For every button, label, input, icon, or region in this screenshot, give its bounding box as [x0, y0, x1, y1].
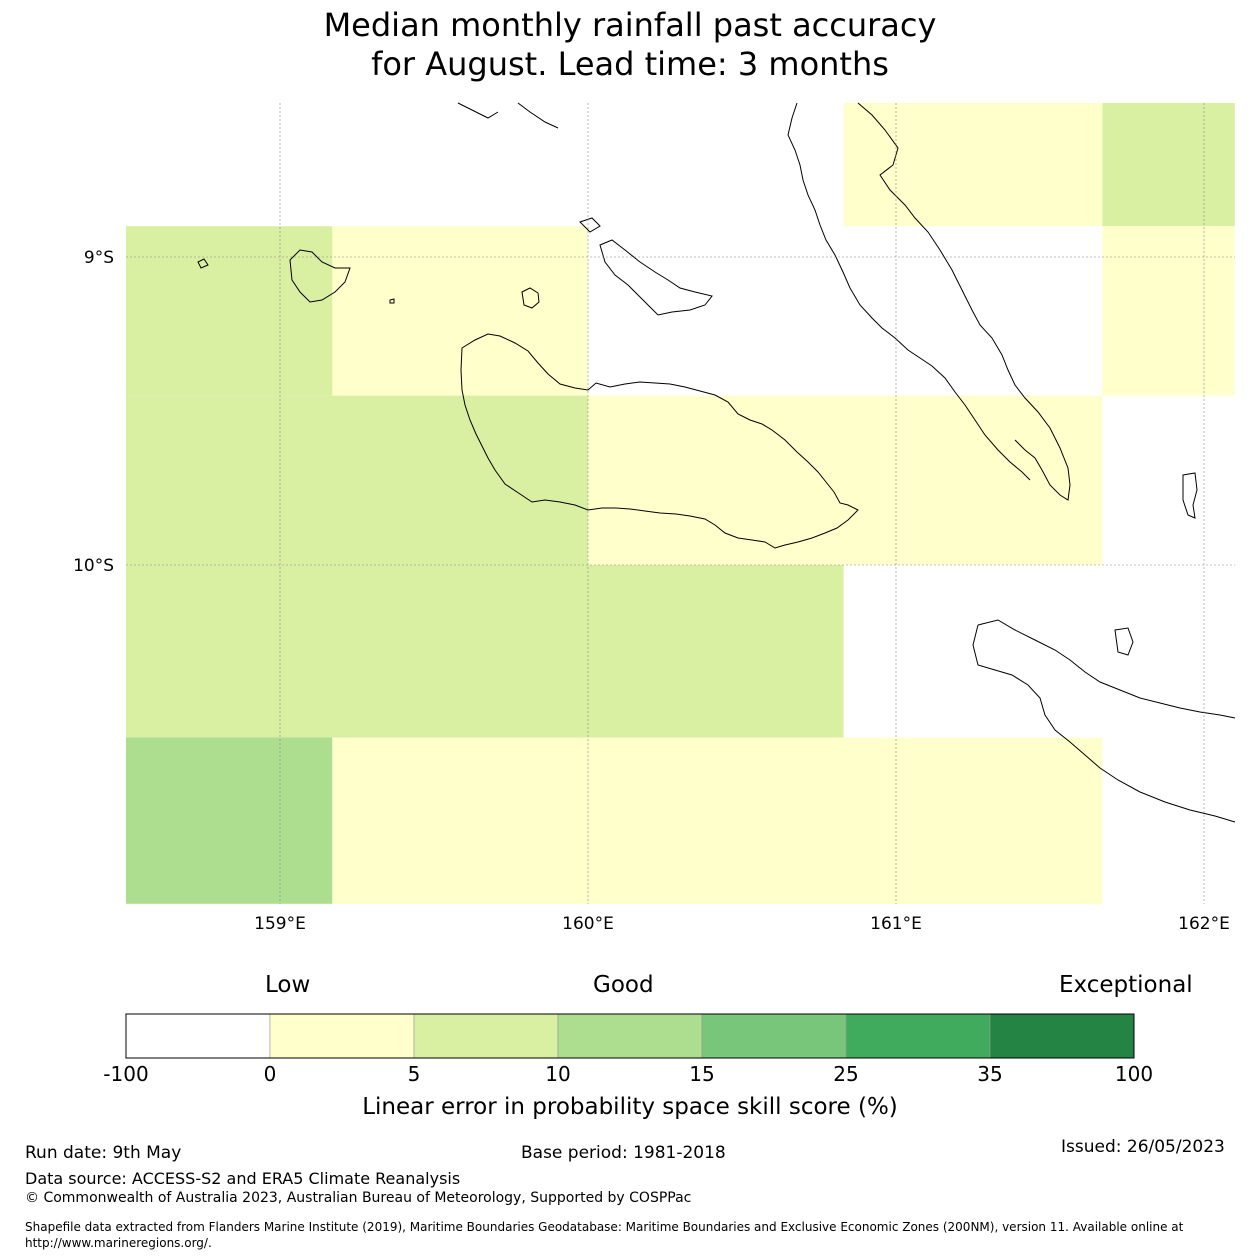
run-date: Run date: 9th May: [25, 1143, 182, 1163]
skill-cell-6: [588, 395, 1103, 565]
lon-tick-label: 160°E: [562, 914, 614, 934]
lon-tick-label: 161°E: [870, 914, 922, 934]
coastline-north-islets: [457, 102, 601, 233]
colorbar-tick-label: 0: [264, 1062, 277, 1086]
axis-tick-labels: 159°E 160°E 161°E 162°E 9°S 10°S: [73, 248, 1230, 934]
colorbar-tick-label: -100: [103, 1062, 148, 1086]
colorbar-frame: [125, 1013, 1135, 1059]
colorbar-swatch-1: [269, 1013, 415, 1059]
shapefile-credit-line1: Shapefile data extracted from Flanders M…: [25, 1220, 1184, 1234]
lon-tick-label: 162°E: [1178, 914, 1230, 934]
gridlines: [126, 103, 1235, 904]
lon-tick-label: 159°E: [254, 914, 306, 934]
colorbar-tick-label: 10: [545, 1062, 570, 1086]
skill-cell-5: [126, 395, 588, 565]
coastline-savo: [521, 287, 540, 309]
coastline-malaita-east: [857, 102, 1071, 501]
colorbar-swatches: [125, 1013, 1135, 1059]
coastline-small-island-b: [1114, 627, 1134, 656]
skill-cell-3: [332, 226, 588, 396]
colorbar-swatch-3: [557, 1013, 703, 1059]
lat-tick-label: 10°S: [73, 556, 114, 576]
skill-cell-4: [1102, 226, 1235, 396]
label-good: Good: [593, 972, 654, 998]
coastline-small-island-a: [1182, 472, 1198, 519]
lat-tick-label: 9°S: [84, 248, 114, 268]
coastline-florida-islands: [599, 239, 713, 316]
label-exceptional: Exceptional: [1059, 972, 1193, 998]
chart-title: Median monthly rainfall past accuracy fo…: [0, 6, 1260, 84]
title-line-2: for August. Lead time: 3 months: [371, 45, 889, 83]
skill-cell-2: [126, 226, 333, 396]
colorbar-tick-label: 5: [408, 1062, 421, 1086]
skill-cell-8: [126, 737, 333, 904]
colorbar-swatch-6: [989, 1013, 1135, 1059]
skill-cell-7: [126, 565, 844, 738]
colorbar-ticks: -100 0 5 10 15 25 35 100: [103, 1062, 1153, 1086]
coastline-makira-south: [972, 624, 1236, 823]
label-low: Low: [265, 972, 311, 998]
coastline-makira: [977, 619, 1236, 719]
map-panel: 159°E 160°E 161°E 162°E 9°S 10°S: [73, 102, 1236, 934]
coastline-malaita-west: [787, 102, 1031, 481]
base-period: Base period: 1981-2018: [521, 1143, 726, 1163]
colorbar-axis-label: Linear error in probability space skill …: [362, 1094, 898, 1120]
title-line-1: Median monthly rainfall past accuracy: [323, 6, 937, 44]
skill-cell-0: [843, 103, 1103, 227]
skill-cell-9: [332, 737, 1103, 904]
shapefile-credit-line2: http://www.marineregions.org/.: [25, 1236, 212, 1250]
data-source: Data source: ACCESS-S2 and ERA5 Climate …: [25, 1169, 461, 1188]
coastline-russell-islands: [289, 249, 351, 303]
colorbar-tick-label: 100: [1115, 1062, 1153, 1086]
coastlines: [197, 102, 1236, 823]
copyright: © Commonwealth of Australia 2023, Austra…: [25, 1190, 692, 1206]
skill-cell-1: [1102, 103, 1235, 227]
skill-cells: [126, 103, 1235, 904]
colorbar-tick-label: 15: [689, 1062, 714, 1086]
coastline-islet-c: [197, 258, 395, 304]
colorbar: -100 0 5 10 15 25 35 100 Linear error in probab…: [103, 1013, 1153, 1120]
coastline-guadalcanal: [460, 333, 859, 549]
issued-date: Issued: 26/05/2023: [1061, 1137, 1225, 1157]
colorbar-tick-label: 35: [977, 1062, 1002, 1086]
colorbar-swatch-4: [701, 1013, 847, 1059]
colorbar-swatch-2: [413, 1013, 559, 1059]
colorbar-swatch-5: [845, 1013, 991, 1059]
colorbar-swatch-0: [125, 1013, 271, 1059]
colorbar-tick-label: 25: [833, 1062, 858, 1086]
